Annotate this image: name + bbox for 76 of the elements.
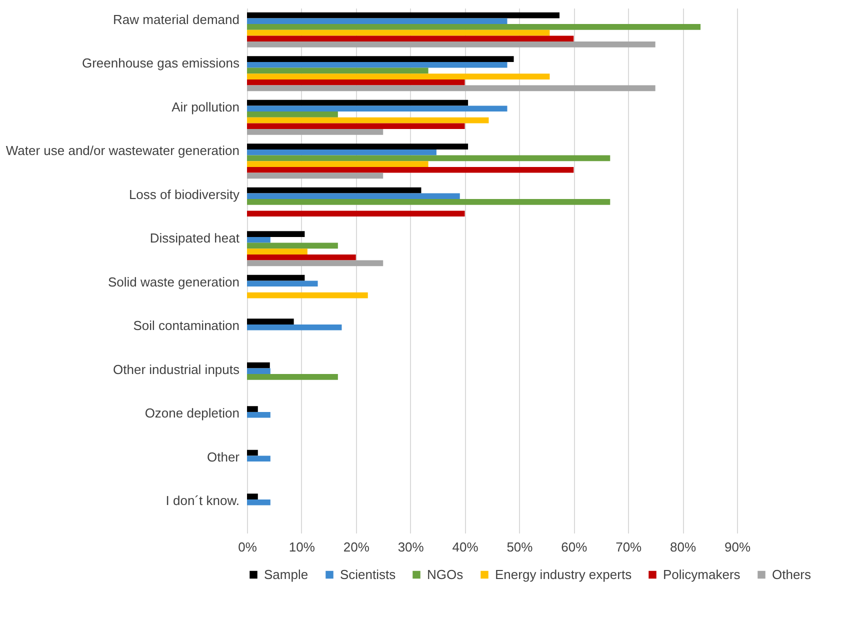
bar xyxy=(247,274,305,281)
legend-label: Sample xyxy=(264,566,308,582)
bar xyxy=(247,187,422,194)
legend-label: Energy industry experts xyxy=(495,566,632,582)
bar xyxy=(247,79,465,86)
bar xyxy=(247,254,356,260)
y-tick-label: Other xyxy=(206,449,240,464)
bar xyxy=(247,18,508,24)
bar xyxy=(247,12,560,18)
legend-label: Scientists xyxy=(340,566,396,582)
bar xyxy=(247,112,338,118)
x-tick-label: 90% xyxy=(724,540,751,554)
bar xyxy=(247,100,468,106)
bar xyxy=(247,248,308,254)
bar xyxy=(247,144,468,150)
bar xyxy=(247,362,270,368)
y-tick-label: Air pollution xyxy=(172,99,240,114)
x-tick-label: 0% xyxy=(238,540,258,554)
bar xyxy=(247,324,342,330)
bar xyxy=(247,42,656,48)
bar xyxy=(247,210,465,217)
y-tick-label: Other industrial inputs xyxy=(113,362,240,377)
y-tick-label: Dissipated heat xyxy=(150,230,240,246)
bar xyxy=(247,292,368,298)
bar xyxy=(247,260,384,266)
bar xyxy=(247,161,428,167)
bar xyxy=(247,450,258,456)
bar xyxy=(247,68,428,74)
bar xyxy=(247,280,318,287)
bar xyxy=(247,56,514,62)
bar xyxy=(247,149,436,156)
bar xyxy=(247,236,270,243)
x-tick-label: 60% xyxy=(561,540,588,554)
x-tick-label: 40% xyxy=(452,540,479,554)
bar xyxy=(247,231,305,237)
x-tick-label: 80% xyxy=(670,540,696,554)
x-tick-label: 30% xyxy=(398,540,424,554)
y-tick-label: Greenhouse gas emissions xyxy=(82,56,240,71)
bar xyxy=(247,129,384,135)
y-tick-label: Solid waste generation xyxy=(108,274,240,290)
bar xyxy=(247,499,270,506)
bar xyxy=(247,193,460,200)
bar xyxy=(247,199,610,205)
y-tick-label: Raw material demand xyxy=(113,12,240,27)
bar xyxy=(247,172,384,179)
bar xyxy=(247,36,574,42)
y-tick-label: I don´t know. xyxy=(166,493,240,508)
bar xyxy=(247,85,656,92)
bar xyxy=(247,155,610,162)
x-tick-label: 70% xyxy=(616,540,642,554)
y-tick-label: Loss of biodiversity xyxy=(128,186,240,202)
bar xyxy=(247,106,508,112)
bar xyxy=(247,368,270,374)
y-tick-label: Water use and/or wastewater generation xyxy=(6,143,240,158)
bar xyxy=(247,166,574,173)
y-tick-label: Ozone depletion xyxy=(144,406,240,421)
legend-label: NGOs xyxy=(427,566,464,582)
bar xyxy=(247,74,550,80)
bar xyxy=(247,412,270,418)
bar xyxy=(247,242,338,249)
x-tick-label: 50% xyxy=(506,540,534,554)
legend-label: Others xyxy=(772,566,812,582)
legend-label: Policymakers xyxy=(663,566,741,582)
y-tick-label: Soil contamination xyxy=(133,318,240,334)
bar xyxy=(247,494,258,500)
bar xyxy=(247,406,258,412)
bar xyxy=(247,62,508,68)
x-tick-label: 10% xyxy=(288,540,316,554)
bar xyxy=(247,30,550,36)
bar xyxy=(247,24,701,30)
bar xyxy=(247,374,338,380)
bar xyxy=(247,123,465,130)
bar xyxy=(247,117,489,124)
bar xyxy=(247,318,294,324)
bar xyxy=(247,456,270,462)
x-tick-label: 20% xyxy=(343,540,370,554)
